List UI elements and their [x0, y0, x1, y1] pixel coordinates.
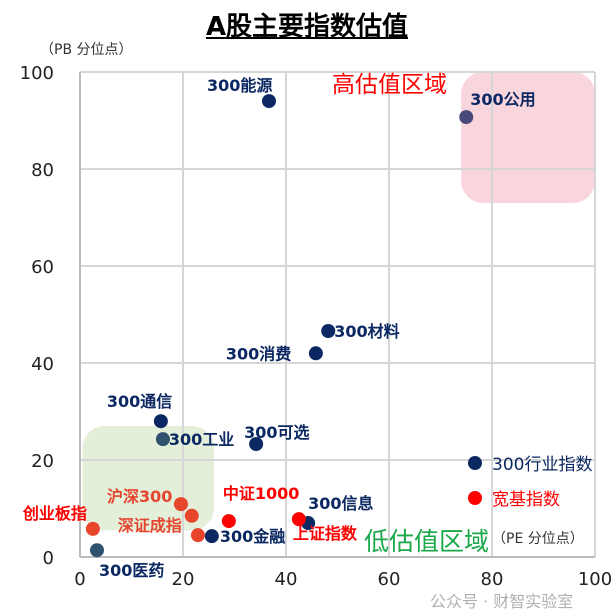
high-valuation-label: 高估值区域	[332, 72, 447, 98]
data-label: 创业板指	[22, 504, 87, 523]
y-tick-label: 80	[31, 160, 54, 181]
watermark: 公众号 · 财智实验室	[430, 592, 573, 611]
data-point	[459, 110, 474, 125]
data-point	[89, 543, 104, 558]
data-label: 300信息	[308, 494, 373, 513]
data-point	[153, 414, 168, 429]
data-label: 300医药	[99, 561, 164, 580]
x-axis-label: （PE 分位点）	[492, 531, 584, 547]
x-tick-label: 100	[578, 569, 612, 590]
y-tick-label: 40	[31, 354, 54, 375]
data-label: 沪深300	[107, 487, 172, 506]
legend-marker	[468, 491, 482, 505]
x-tick-label: 0	[74, 569, 85, 590]
x-tick-label: 40	[275, 569, 298, 590]
data-point	[204, 529, 219, 544]
data-label: 深证成指	[118, 516, 182, 535]
low-valuation-label: 低估值区域	[364, 527, 489, 556]
y-tick-label: 100	[20, 63, 54, 84]
x-tick-label: 20	[172, 569, 195, 590]
x-tick-label: 80	[481, 569, 504, 590]
data-point	[321, 323, 336, 338]
data-point	[221, 514, 236, 529]
data-label: 300能源	[207, 76, 272, 95]
data-label: 300材料	[334, 322, 399, 341]
data-label: 300金融	[220, 527, 285, 546]
data-point	[173, 497, 188, 512]
legend-label: 宽基指数	[492, 490, 560, 510]
data-point	[190, 528, 205, 543]
data-point	[249, 436, 264, 451]
data-label: 300通信	[107, 392, 172, 411]
data-point	[262, 94, 277, 109]
data-label: 中证1000	[223, 484, 300, 503]
region-high	[461, 72, 595, 203]
legend-marker	[468, 456, 482, 470]
data-point	[184, 508, 199, 523]
y-tick-label: 20	[31, 451, 54, 472]
data-label: 300消费	[226, 344, 291, 363]
data-label: 上证指数	[293, 524, 358, 543]
y-tick-label: 0	[43, 548, 54, 569]
y-axis-label: （PB 分位点）	[40, 42, 133, 58]
x-tick-label: 60	[378, 569, 401, 590]
y-tick-label: 60	[31, 257, 54, 278]
chart-title: A股主要指数估值	[205, 12, 409, 42]
data-point	[291, 512, 306, 527]
data-label: 300公用	[470, 90, 535, 109]
data-label: 300工业	[169, 430, 234, 449]
legend-label: 300行业指数	[492, 455, 592, 475]
data-point	[85, 521, 100, 536]
data-point	[308, 346, 323, 361]
data-point	[155, 432, 170, 447]
data-label: 300可选	[244, 423, 309, 442]
